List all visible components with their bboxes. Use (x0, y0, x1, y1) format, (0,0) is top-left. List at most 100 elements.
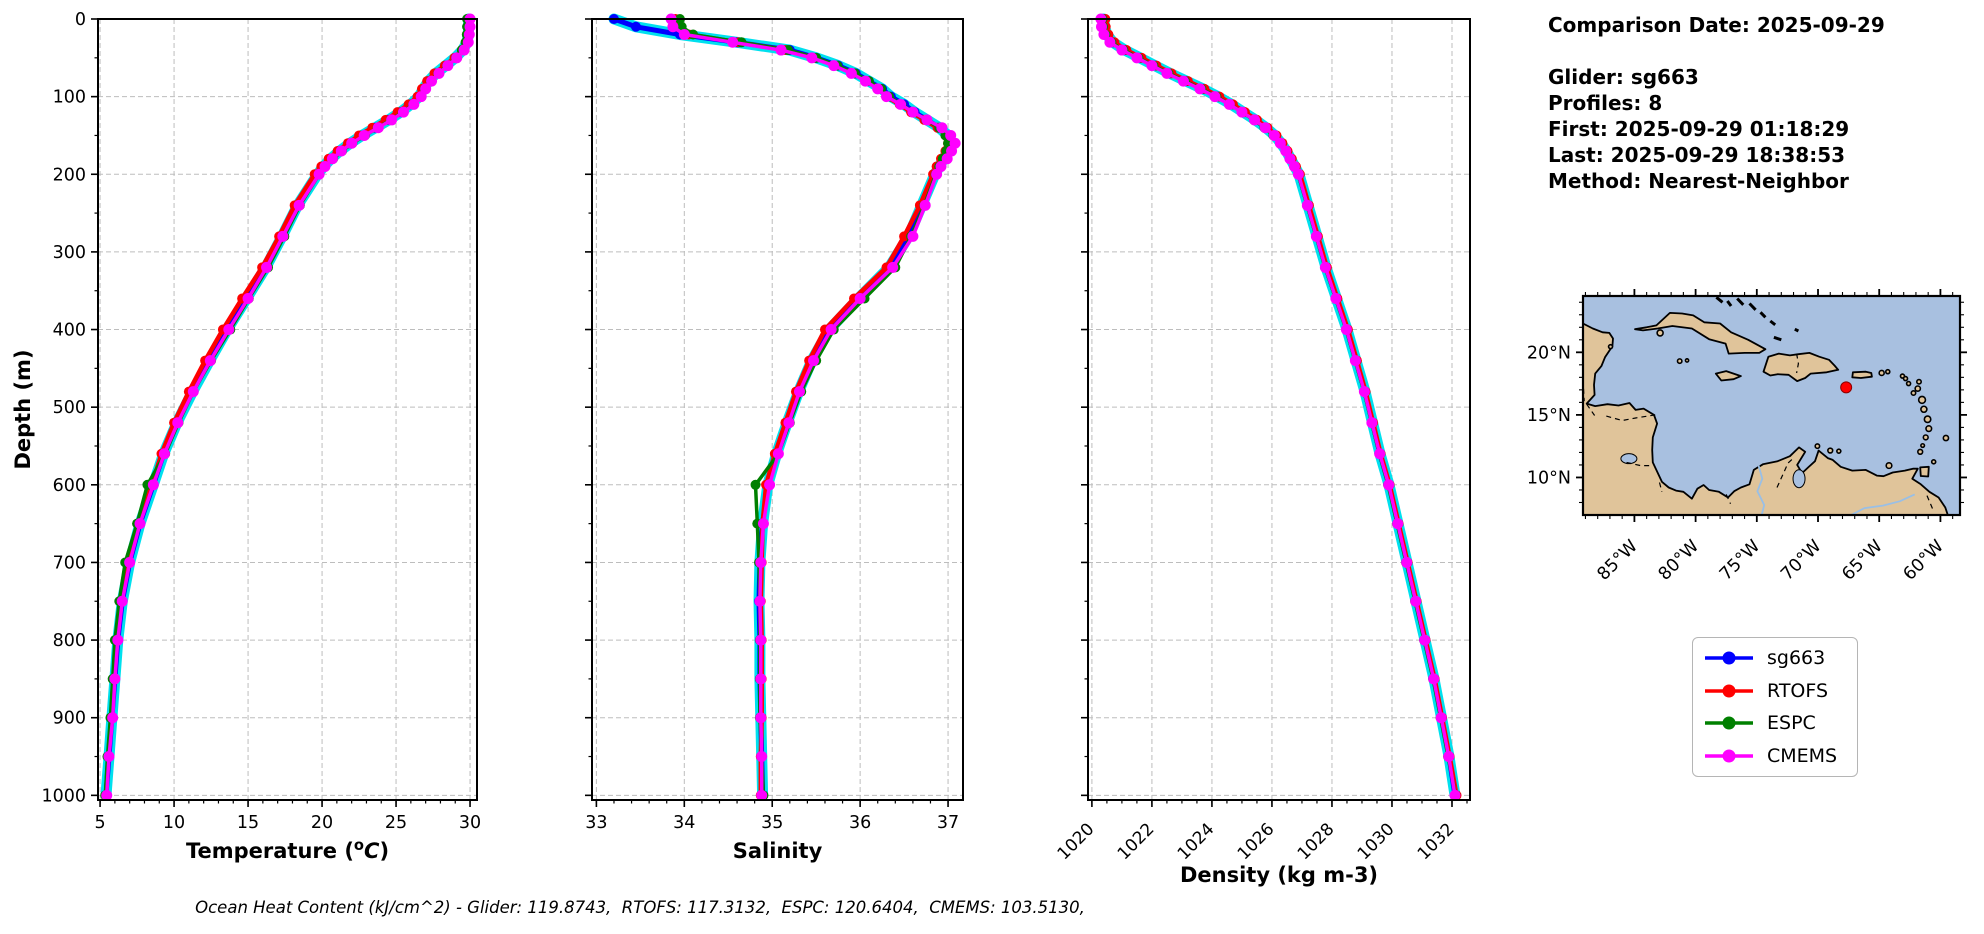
svg-text:15°N: 15°N (1527, 406, 1571, 426)
salinity-tick-labels: 33 34 35 36 37 Salinity (585, 813, 959, 863)
svg-text:33: 33 (585, 813, 607, 833)
location-map: 85°W 80°W 75°W 70°W 65°W 60°W 20°N 15°N 10°N (1527, 289, 1967, 585)
svg-text:300: 300 (53, 243, 86, 263)
map-island (1748, 302, 1757, 311)
map-island (1736, 297, 1745, 306)
legend-entry-cmems: CMEMS (1703, 745, 1857, 767)
map-island (1905, 380, 1912, 387)
map-border (1796, 353, 1800, 374)
svg-text:36: 36 (849, 813, 871, 833)
svg-text:30: 30 (459, 813, 481, 833)
salinity-axis-label: Salinity (733, 839, 823, 863)
temperature-axis-label: Temperature (oC) (186, 837, 389, 864)
last-text: Last: 2025-09-29 18:38:53 (1548, 143, 1846, 167)
plot-salinity: 33 34 35 36 37 Salinity (585, 13, 964, 863)
temperature-ticks (91, 18, 471, 807)
legend-sample-rtofs (1705, 684, 1753, 698)
map-island (1920, 442, 1926, 449)
map-island (1942, 434, 1950, 442)
map-island (1684, 358, 1690, 363)
plot-density: 1020 1022 1024 1026 1028 1030 1032 Density (kg … (1054, 13, 1471, 887)
ohc-footer: Ocean Heat Content (kJ/cm^2) - Glider: 1… (195, 898, 1085, 917)
legend-label: sg663 (1767, 647, 1826, 670)
map-island (1773, 335, 1782, 342)
svg-text:10: 10 (163, 813, 185, 833)
depth-axis-label: Depth (m) (11, 349, 35, 469)
svg-text:60°W: 60°W (1900, 536, 1948, 584)
temperature-grid (98, 18, 477, 800)
info-panel: Comparison Date: 2025-09-29 Glider: sg66… (1548, 12, 1885, 194)
profiles-text: Profiles: 8 (1548, 91, 1663, 115)
svg-text:10°N: 10°N (1527, 468, 1571, 488)
svg-text:37: 37 (937, 813, 959, 833)
map-island (1884, 368, 1891, 375)
map-river (1756, 465, 1766, 515)
map-island (1917, 448, 1924, 456)
svg-text:1028: 1028 (1294, 819, 1339, 864)
svg-text:20°N: 20°N (1527, 343, 1571, 363)
map-island (1930, 459, 1937, 465)
legend-sample-cmems (1705, 749, 1753, 763)
svg-text:500: 500 (53, 398, 86, 418)
svg-text:35: 35 (761, 813, 783, 833)
map-land (1851, 370, 1873, 379)
salinity-series-CMEMS (665, 13, 961, 801)
map-island (1915, 378, 1922, 385)
plot-temperature: 5 10 15 20 25 3001002003004005006007008009001… (11, 10, 481, 863)
density-tick-labels: 1020 1022 1024 1026 1028 1030 1032 Density (kg … (1054, 819, 1459, 887)
map-island (1878, 369, 1885, 377)
legend-entry-sg663: sg663 (1703, 647, 1857, 669)
map-island (1607, 343, 1614, 350)
map-island (1925, 425, 1933, 433)
map-island (1769, 319, 1777, 326)
svg-text:70°W: 70°W (1777, 536, 1825, 584)
map-island (1836, 448, 1842, 454)
svg-text:80°W: 80°W (1655, 536, 1703, 584)
map-island (1715, 296, 1724, 304)
svg-text:5: 5 (95, 813, 106, 833)
svg-text:800: 800 (53, 631, 86, 651)
map-island (1910, 389, 1917, 396)
map-border (1586, 403, 1596, 416)
svg-text:1032: 1032 (1414, 819, 1459, 864)
svg-text:900: 900 (53, 709, 86, 729)
legend: sg663 RTOFS ESPC CMEMS (1692, 637, 1858, 777)
svg-text:20: 20 (311, 813, 333, 833)
svg-text:1000: 1000 (41, 786, 86, 806)
map-border (1926, 495, 1934, 511)
map-lake (1620, 453, 1638, 465)
map-lake (1792, 469, 1806, 489)
map-island (1827, 447, 1834, 454)
legend-sample-sg663 (1705, 651, 1753, 665)
svg-text:75°W: 75°W (1716, 536, 1764, 584)
temperature-series-CMEMS (101, 13, 476, 801)
map-ticks (1576, 289, 1967, 522)
svg-text:400: 400 (53, 321, 86, 341)
legend-sample-espc (1705, 716, 1753, 730)
svg-text:0: 0 (75, 10, 86, 30)
map-island (1922, 434, 1929, 441)
map-land (1714, 370, 1742, 382)
map-river (1850, 493, 1916, 515)
map-island (1914, 385, 1922, 393)
density-axis-label: Density (kg m-3) (1180, 863, 1378, 887)
map-border (1725, 494, 1732, 504)
map-frame (1581, 294, 1962, 517)
svg-text:85°W: 85°W (1594, 536, 1642, 584)
legend-label: ESPC (1767, 712, 1816, 735)
map-island (1923, 415, 1932, 424)
density-series (1095, 13, 1462, 801)
legend-entry-espc: ESPC (1703, 712, 1857, 734)
first-text: First: 2025-09-29 01:18:29 (1548, 117, 1850, 141)
map-island (1676, 358, 1683, 365)
salinity-ticks (585, 18, 949, 807)
density-grid (1088, 18, 1470, 800)
map-land (1919, 465, 1930, 478)
salinity-grid (592, 18, 963, 800)
map-island (1759, 311, 1767, 319)
map-border (1626, 461, 1651, 467)
legend-entry-rtofs: RTOFS (1703, 680, 1857, 702)
svg-text:1024: 1024 (1174, 819, 1219, 864)
